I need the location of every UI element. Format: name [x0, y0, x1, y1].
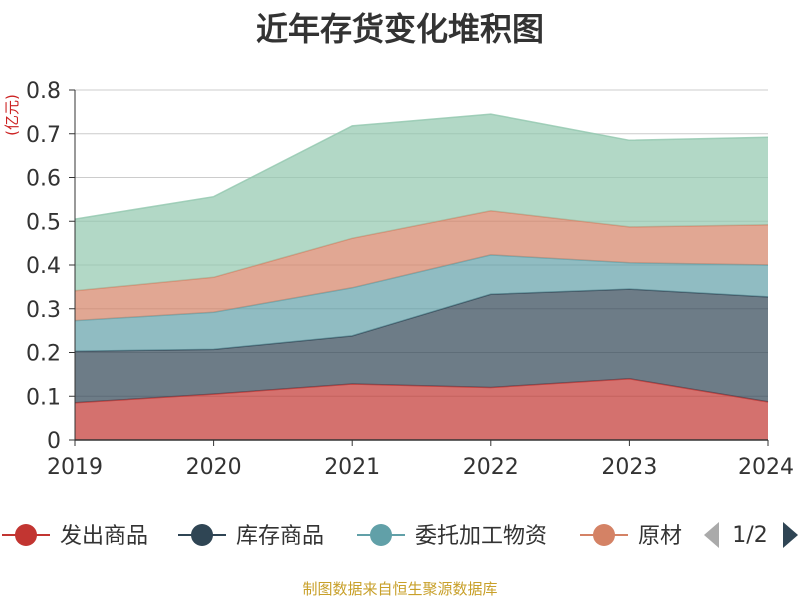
y-tick-label: 0.1: [26, 385, 61, 410]
y-unit-label: (亿元): [3, 94, 21, 136]
x-tick-label: 2021: [324, 455, 380, 480]
legend-item-1[interactable]: 库存商品: [178, 524, 324, 549]
legend-label: 库存商品: [236, 524, 324, 549]
area-series-1: [75, 289, 768, 403]
legend-marker-icon: [15, 524, 37, 546]
legend-marker-icon: [593, 524, 615, 546]
source-note: 制图数据来自恒生聚源数据库: [302, 580, 498, 598]
y-tick-label: 0.4: [26, 254, 61, 279]
legend-marker-icon: [191, 524, 213, 546]
legend-item-2[interactable]: 委托加工物资: [357, 524, 547, 549]
y-tick-label: 0.8: [26, 79, 61, 104]
x-tick-label: 2024: [738, 455, 794, 480]
y-tick-label: 0: [47, 429, 61, 454]
chart-title: 近年存货变化堆积图: [255, 10, 544, 48]
legend-pager: 1/2: [704, 522, 798, 548]
area-line-4: [74, 113, 769, 220]
legend-item-0[interactable]: 发出商品: [2, 524, 148, 549]
legend-label: 原材: [638, 524, 682, 549]
y-tick-label: 0.5: [26, 210, 61, 235]
legend-marker-icon: [370, 524, 392, 546]
legend-label: 发出商品: [60, 524, 148, 549]
area-series-3: [75, 210, 768, 321]
x-tick-label: 2019: [47, 455, 103, 480]
y-tick-label: 0.3: [26, 298, 61, 323]
legend-item-3[interactable]: 原材: [580, 524, 682, 549]
x-tick-label: 2020: [186, 455, 242, 480]
area-series-2: [75, 254, 768, 352]
y-tick-label: 0.7: [26, 123, 61, 148]
legend-next-icon[interactable]: [783, 522, 798, 548]
axes: 0 0.1 0.2 0.3 0.4 0.5 0.6 0.7 0.8 2019 2020 2021 202…: [26, 79, 794, 480]
legend: 发出商品 库存商品 委托加工物资 原材: [2, 524, 682, 549]
y-tick-label: 0.6: [26, 167, 61, 192]
legend-page-indicator: 1/2: [732, 523, 767, 548]
y-tick-label: 0.2: [26, 342, 61, 367]
x-tick-label: 2022: [463, 455, 519, 480]
legend-label: 委托加工物资: [415, 524, 547, 549]
stacked-areas: [74, 113, 769, 440]
area-series-0: [75, 378, 768, 440]
legend-prev-icon[interactable]: [704, 522, 719, 548]
area-series-4: [75, 114, 768, 291]
x-tick-label: 2023: [601, 455, 657, 480]
